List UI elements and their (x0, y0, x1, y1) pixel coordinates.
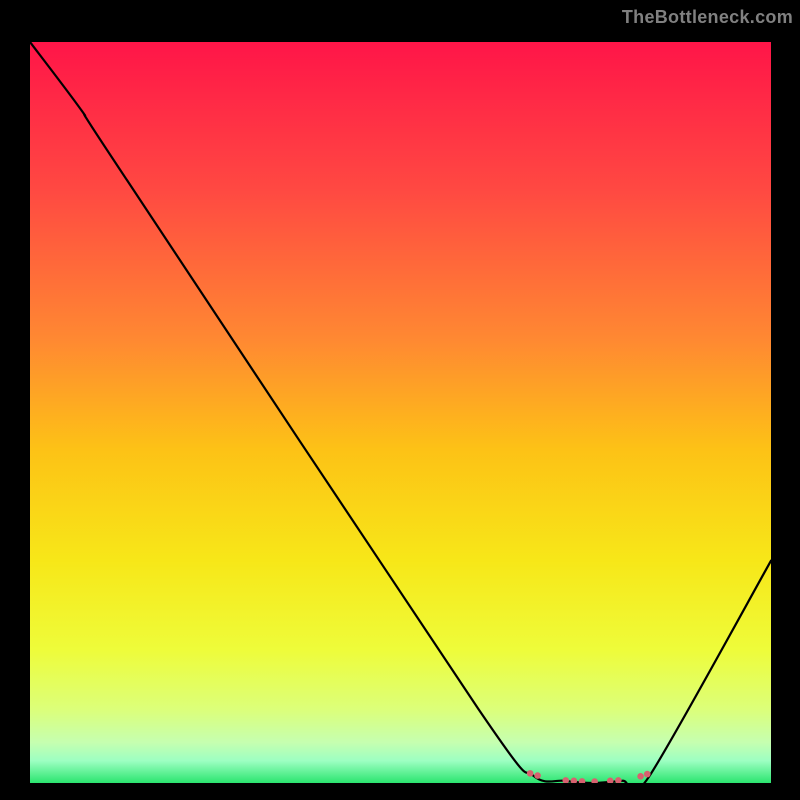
marker-dot (534, 772, 541, 779)
plot-area (30, 42, 771, 783)
gradient-background (30, 42, 771, 783)
chart-svg (30, 42, 771, 783)
marker-dot (527, 770, 534, 777)
chart-container: TheBottleneck.com (0, 0, 800, 800)
marker-dot (644, 771, 651, 778)
marker-dot (637, 773, 644, 780)
watermark-text: TheBottleneck.com (622, 7, 793, 28)
